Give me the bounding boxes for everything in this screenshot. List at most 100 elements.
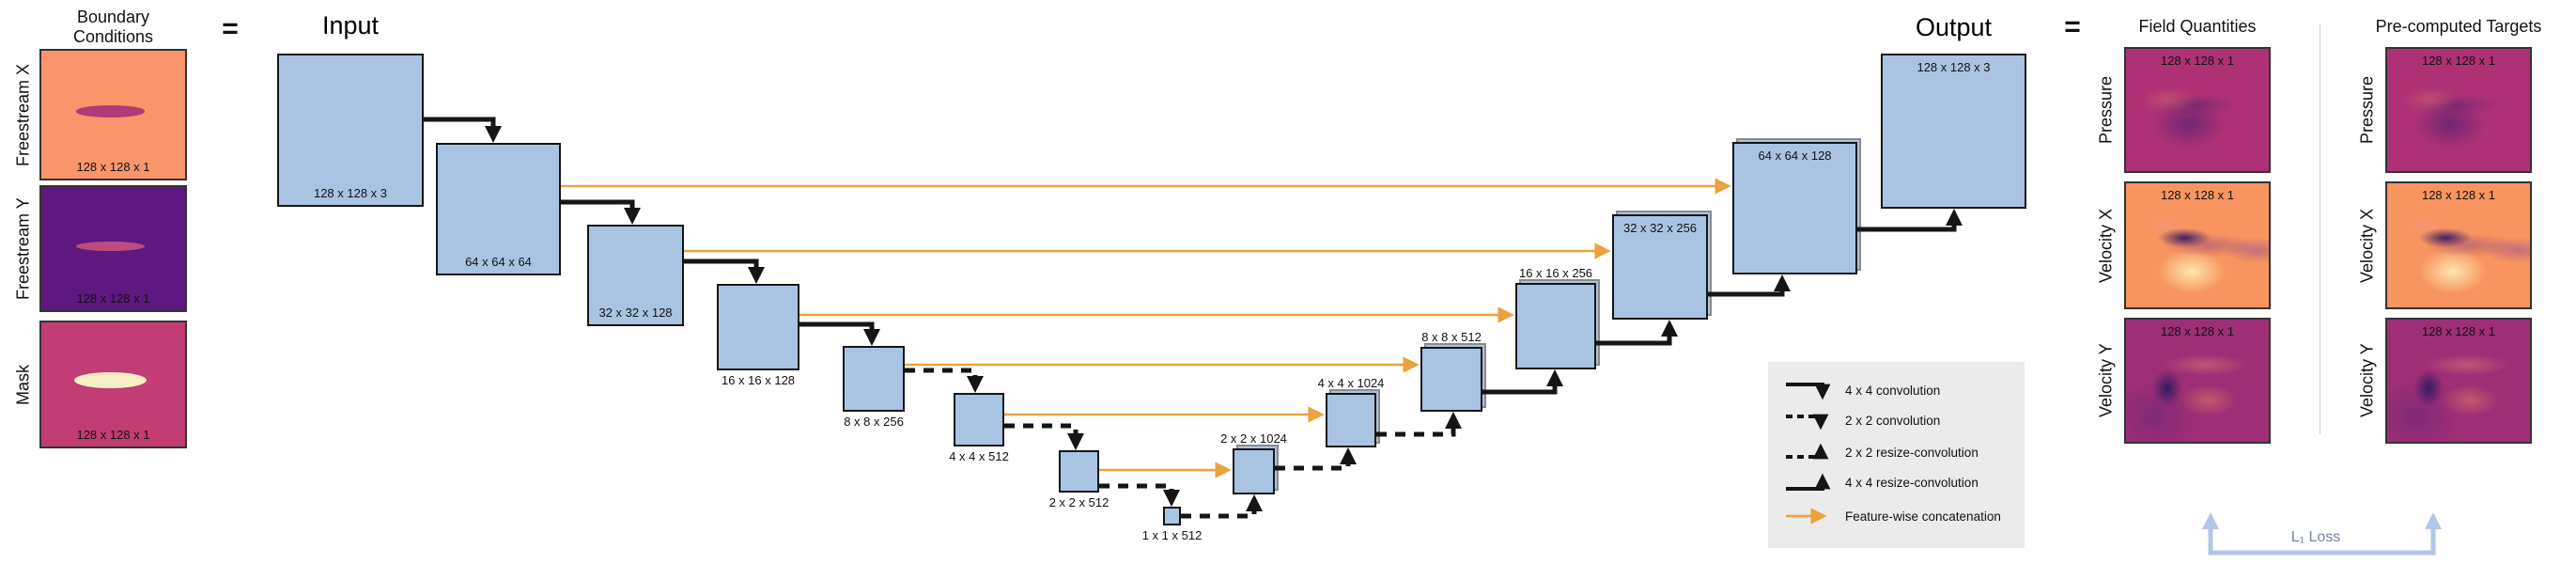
legend-item-conv2: 2 x 2 convolution: [1783, 407, 1940, 433]
conv2-arrow: [1099, 483, 1180, 507]
targets-title: Pre-computed Targets: [2375, 17, 2542, 36]
feature-box-dims: 32 x 32 x 256: [1622, 221, 1698, 235]
fq-velocity-y-image: 128 x 128 x 1: [2124, 318, 2271, 444]
legend-label: 2 x 2 resize-convolution: [1845, 445, 1979, 460]
legend-box: 4 x 4 convolution 2 x 2 convolution 2 x …: [1768, 362, 2025, 548]
tgt-velocity-x-dims: 128 x 128 x 1: [2421, 188, 2496, 202]
freestream-x-dims: 128 x 128 x 1: [76, 160, 150, 174]
resize4-arrow: [1708, 274, 1791, 297]
freestream-x-image: 128 x 128 x 1: [39, 49, 187, 180]
legend-label: 4 x 4 resize-convolution: [1845, 475, 1979, 490]
encoder-box-16: 16 x 16 x 128: [717, 284, 799, 387]
fq-velocity-x-image: 128 x 128 x 1: [2124, 181, 2271, 309]
conv2-arrow: [1004, 423, 1084, 450]
legend-item-resize2: 2 x 2 resize-convolution: [1783, 439, 1979, 465]
equals-sign-right: =: [2064, 11, 2081, 42]
legend-item-resize4: 4 x 4 resize-convolution: [1783, 469, 1979, 495]
freestream-x-label: Freestream X: [13, 63, 33, 166]
output-title: Output: [1915, 13, 1993, 41]
legend-item-conv4: 4 x 4 convolution: [1783, 377, 1940, 403]
feature-box-dims: 2 x 2 x 512: [1048, 495, 1110, 509]
encoder-box-1: 1 x 1 x 512: [1142, 507, 1202, 542]
equals-sign-left: =: [222, 13, 239, 44]
encoder-box-4: 4 x 4 x 512: [949, 393, 1009, 463]
feature-box-dims: 64 x 64 x 64: [465, 255, 532, 269]
freestream-y-image: 128 x 128 x 1: [39, 185, 187, 312]
fq-pressure-label: Pressure: [2096, 75, 2116, 145]
decoder-box-8: 8 x 8 x 512: [1420, 330, 1482, 412]
resize2-arrow: [1181, 494, 1263, 519]
freestream-y-label: Freestream Y: [13, 197, 33, 300]
input-title: Input: [321, 11, 380, 39]
boundary-conditions-title: Boundary Conditions: [72, 8, 154, 46]
fq-velocity-x-label: Velocity X: [2096, 208, 2116, 283]
resize4-arrow: [1482, 369, 1563, 395]
feature-box-dims: 2 x 2 x 1024: [1220, 431, 1287, 446]
input-feature-box: 128 x 128 x 3: [277, 54, 424, 207]
conv4-arrow: [424, 117, 502, 143]
feature-box-dims: 4 x 4 x 512: [949, 449, 1009, 463]
tgt-velocity-y-dims: 128 x 128 x 1: [2421, 324, 2496, 338]
tgt-velocity-x-label: Velocity X: [2357, 208, 2377, 283]
encoder-box-8: 8 x 8 x 256: [843, 346, 905, 429]
fq-velocity-x-dims: 128 x 128 x 1: [2160, 188, 2235, 202]
airfoil-shape: [75, 241, 146, 252]
conv2-arrows: [905, 368, 1180, 507]
decoder-box-2: 2 x 2 x 1024: [1220, 431, 1287, 494]
feature-box-dims: 8 x 8 x 512: [1421, 330, 1482, 344]
legend-label: Feature-wise concatenation: [1845, 509, 2001, 524]
feature-box-dims: 1 x 1 x 512: [1141, 528, 1203, 542]
feature-box-dims: 128 x 128 x 3: [313, 186, 388, 200]
l1-loss-label: L₁ Loss: [2290, 529, 2341, 545]
conv2-arrow: [905, 368, 984, 393]
tgt-velocity-y-label: Velocity Y: [2357, 343, 2377, 418]
conv4-arrow: [684, 258, 765, 284]
conv4-arrow: [561, 199, 641, 225]
resize2-arrow-glyph: [1786, 443, 1829, 460]
decoder-box-16: 16 x 16 x 256: [1515, 266, 1596, 369]
encoder-box-2: 2 x 2 x 512: [1049, 450, 1109, 509]
resize2-arrow: [1275, 447, 1357, 471]
legend-label: 4 x 4 convolution: [1845, 383, 1941, 398]
encoder-box-64: 64 x 64 x 64: [436, 143, 561, 275]
resize4-arrow-glyph: [1786, 473, 1831, 491]
resize2-arrow: [1376, 412, 1462, 437]
mask-dims: 128 x 128 x 1: [76, 428, 150, 442]
feature-box-dims: 16 x 16 x 128: [721, 373, 796, 387]
field-quantities-title: Field Quantities: [2138, 17, 2257, 36]
tgt-pressure-image: 128 x 128 x 1: [2385, 47, 2532, 173]
decoder-box-32: 32 x 32 x 256: [1612, 214, 1708, 320]
feature-box-dims: 16 x 16 x 256: [1518, 266, 1593, 280]
conv4-arrow-glyph: [1786, 383, 1831, 400]
airfoil-shape: [75, 105, 146, 118]
encoder-box-32: 32 x 32 x 128: [587, 225, 684, 326]
conv4-arrow: [799, 321, 880, 346]
tgt-velocity-y-image: 128 x 128 x 1: [2385, 318, 2532, 444]
conv2-arrow-glyph: [1786, 414, 1829, 431]
tgt-velocity-x-image: 128 x 128 x 1: [2385, 181, 2532, 309]
mask-image: 128 x 128 x 1: [39, 321, 187, 448]
resize4-arrow: [1857, 209, 1963, 232]
fq-velocity-y-label: Velocity Y: [2096, 343, 2116, 418]
tgt-pressure-dims: 128 x 128 x 1: [2421, 54, 2496, 68]
mask-label: Mask: [13, 364, 33, 405]
resize4-arrow: [1596, 320, 1678, 346]
legend-item-concat: Feature-wise concatenation: [1783, 503, 2001, 529]
decoder-box-4: 4 x 4 x 1024: [1318, 376, 1384, 447]
tgt-pressure-label: Pressure: [2357, 75, 2377, 145]
airfoil-shape: [74, 371, 147, 388]
fq-pressure-image: 128 x 128 x 1: [2124, 47, 2271, 173]
fq-velocity-y-dims: 128 x 128 x 1: [2160, 324, 2235, 338]
decoder-box-64: 64 x 64 x 128: [1732, 142, 1857, 274]
feature-box-dims: 4 x 4 x 1024: [1317, 376, 1385, 390]
feature-box-dims: 128 x 128 x 3: [1916, 60, 1991, 74]
legend-label: 2 x 2 convolution: [1845, 413, 1941, 428]
feature-box-dims: 8 x 8 x 256: [844, 415, 904, 429]
fq-pressure-dims: 128 x 128 x 1: [2160, 54, 2235, 68]
feature-box-dims: 64 x 64 x 128: [1758, 149, 1832, 163]
freestream-y-dims: 128 x 128 x 1: [76, 291, 150, 306]
feature-box-dims: 32 x 32 x 128: [598, 306, 673, 320]
concat-arrow-glyph: [1786, 508, 1827, 525]
output-feature-box: 128 x 128 x 3: [1881, 54, 2026, 209]
